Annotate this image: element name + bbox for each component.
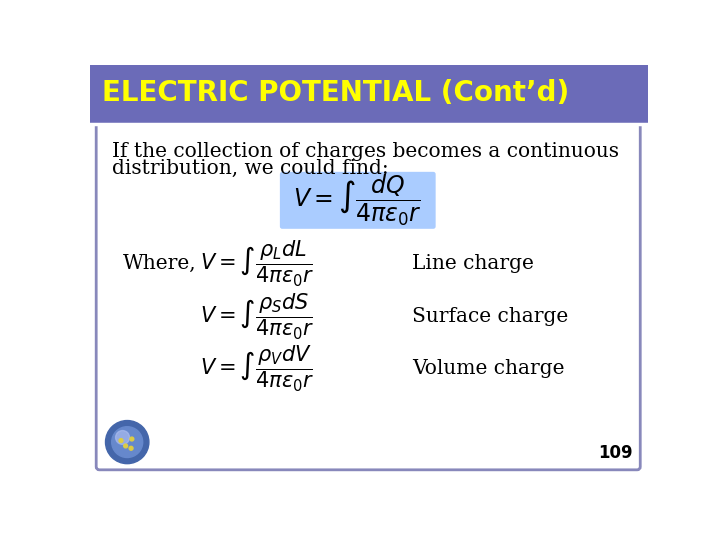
Circle shape — [130, 437, 134, 441]
Text: $V = \int \dfrac{dQ}{4\pi\varepsilon_0 r}$: $V = \int \dfrac{dQ}{4\pi\varepsilon_0 r… — [293, 173, 422, 228]
Text: ELECTRIC POTENTIAL (Cont’d): ELECTRIC POTENTIAL (Cont’d) — [102, 79, 570, 107]
Text: Where,: Where, — [122, 254, 196, 273]
Circle shape — [119, 438, 123, 442]
Circle shape — [106, 421, 149, 464]
Circle shape — [124, 444, 127, 448]
Text: Surface charge: Surface charge — [412, 307, 568, 326]
Text: Line charge: Line charge — [412, 254, 534, 273]
Bar — [90, 65, 648, 123]
Text: $V = \int \dfrac{\rho_S dS}{4\pi\varepsilon_0 r}$: $V = \int \dfrac{\rho_S dS}{4\pi\varepsi… — [199, 292, 314, 342]
Circle shape — [116, 430, 130, 444]
FancyBboxPatch shape — [96, 123, 640, 470]
Text: Volume charge: Volume charge — [412, 360, 564, 379]
Text: $V = \int \dfrac{\rho_V dV}{4\pi\varepsilon_0 r}$: $V = \int \dfrac{\rho_V dV}{4\pi\varepsi… — [199, 344, 314, 394]
Circle shape — [112, 427, 143, 457]
Text: 109: 109 — [598, 444, 632, 462]
Circle shape — [129, 447, 133, 450]
Text: If the collection of charges becomes a continuous: If the collection of charges becomes a c… — [112, 141, 618, 160]
FancyBboxPatch shape — [280, 172, 436, 229]
Text: $V = \int \dfrac{\rho_L dL}{4\pi\varepsilon_0 r}$: $V = \int \dfrac{\rho_L dL}{4\pi\varepsi… — [199, 238, 314, 288]
Text: distribution, we could find:: distribution, we could find: — [112, 158, 389, 178]
